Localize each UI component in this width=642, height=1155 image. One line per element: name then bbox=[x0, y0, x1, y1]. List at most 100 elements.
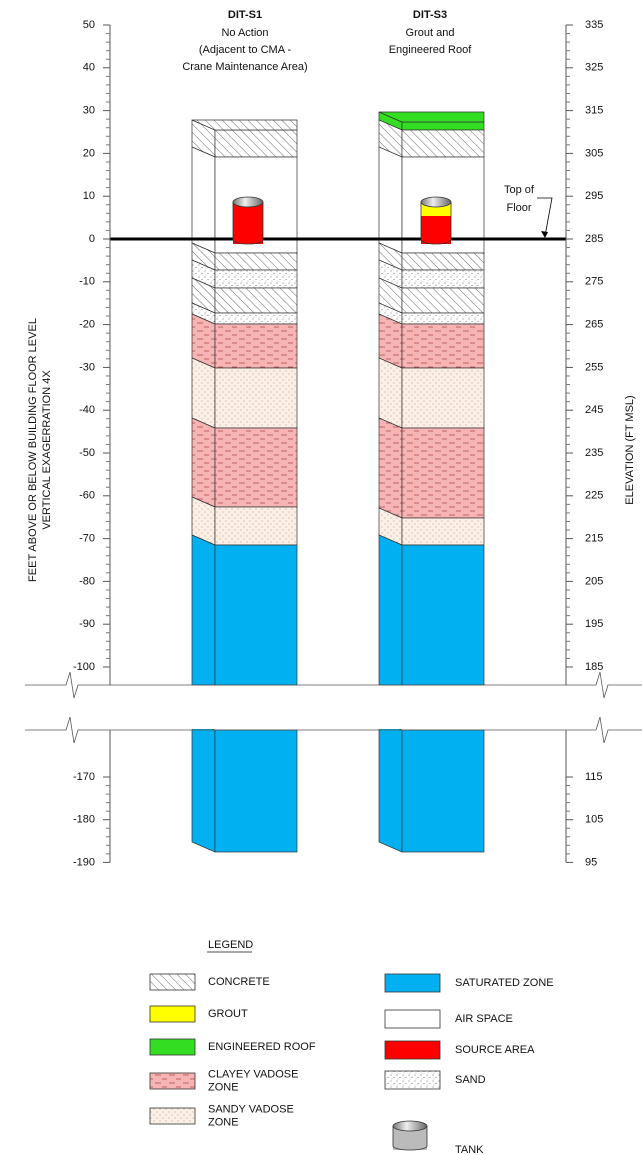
y-tick-label: -80 bbox=[79, 575, 95, 587]
layer bbox=[401, 312, 485, 325]
layer bbox=[401, 269, 485, 289]
y-tick-label: -50 bbox=[79, 447, 95, 459]
layer-side bbox=[191, 146, 216, 254]
legend-swatch bbox=[149, 1072, 196, 1090]
layer bbox=[401, 121, 485, 131]
legend: CONCRETE GROUT ENGINEERED ROOF CLAYEY VADOS… bbox=[149, 973, 554, 1155]
y-tick-label: -60 bbox=[79, 490, 95, 502]
legend-label: ZONE bbox=[208, 1116, 239, 1128]
legend-label: AIR SPACE bbox=[455, 1013, 513, 1025]
layer-side bbox=[378, 357, 403, 429]
column-desc: Crane Maintenance Area) bbox=[182, 61, 307, 73]
y-tick-label: 50 bbox=[83, 19, 95, 31]
legend-label: ENGINEERED ROOF bbox=[208, 1041, 316, 1053]
layer-side bbox=[191, 719, 216, 853]
layer bbox=[214, 427, 298, 508]
y2-tick-label: 205 bbox=[585, 575, 603, 587]
y2-tick-label: 255 bbox=[585, 361, 603, 373]
legend-label: ZONE bbox=[208, 1081, 239, 1093]
y-tick-label: 40 bbox=[83, 62, 95, 74]
layer-side bbox=[191, 357, 216, 429]
y2-tick-label: 305 bbox=[585, 147, 603, 159]
legend-swatch bbox=[384, 973, 441, 993]
legend-label: SOURCE AREA bbox=[455, 1044, 535, 1056]
layer bbox=[214, 323, 298, 369]
y-tick-label: -20 bbox=[79, 319, 95, 331]
layer bbox=[214, 729, 298, 853]
column-desc: (Adjacent to CMA - bbox=[199, 44, 292, 56]
layer-side bbox=[378, 534, 403, 686]
legend-label: CONCRETE bbox=[208, 976, 270, 988]
break bbox=[0, 671, 642, 744]
right-axis-title: ELEVATION (FT MSL) bbox=[624, 395, 636, 504]
layer-side bbox=[378, 719, 403, 853]
y2-tick-label: 245 bbox=[585, 404, 603, 416]
tank-body bbox=[233, 202, 263, 244]
y2-tick-label: 185 bbox=[585, 661, 603, 673]
legend-swatch bbox=[149, 973, 196, 991]
layer bbox=[214, 252, 298, 271]
legend-swatch bbox=[149, 1038, 196, 1056]
y2-tick-label: 265 bbox=[585, 319, 603, 331]
tank-top bbox=[420, 196, 452, 208]
y2-tick-label: 105 bbox=[585, 814, 603, 826]
layer bbox=[401, 287, 485, 314]
y-tick-label: 10 bbox=[83, 190, 95, 202]
y-tick-label: -190 bbox=[73, 856, 95, 868]
legend-label: CLAYEY VADOSE bbox=[208, 1068, 298, 1080]
axes: 50 335 40 325 30 315 20 305 10 295 0 285 -10 275 -20 26… bbox=[73, 19, 603, 868]
y2-tick-label: 315 bbox=[585, 105, 603, 117]
tank-body bbox=[421, 216, 451, 244]
legend-title: LEGEND bbox=[208, 939, 253, 951]
y2-tick-label: 325 bbox=[585, 62, 603, 74]
column-id: DIT-S3 bbox=[413, 9, 447, 21]
layer bbox=[401, 427, 485, 519]
layer-side bbox=[378, 146, 403, 254]
y-tick-label: 0 bbox=[89, 233, 95, 245]
legend-swatch bbox=[384, 1070, 441, 1090]
layer bbox=[214, 367, 298, 429]
legend-label: TANK bbox=[455, 1144, 484, 1155]
column-desc: Engineered Roof bbox=[389, 44, 473, 56]
y-tick-label: -170 bbox=[73, 771, 95, 783]
tank-top bbox=[392, 1120, 428, 1132]
layer bbox=[214, 287, 298, 314]
layer bbox=[401, 729, 485, 853]
layer-side bbox=[191, 417, 216, 508]
y2-tick-label: 275 bbox=[585, 276, 603, 288]
layer bbox=[401, 252, 485, 271]
layer bbox=[214, 129, 298, 158]
legend-swatch bbox=[384, 1040, 441, 1060]
legend-label: GROUT bbox=[208, 1008, 248, 1020]
column-desc: Grout and bbox=[406, 27, 455, 39]
tank-outline bbox=[392, 1126, 428, 1151]
column-desc: No Action bbox=[221, 27, 268, 39]
annotation-arrow bbox=[541, 231, 548, 238]
layer bbox=[214, 269, 298, 289]
legend-label: SAND bbox=[455, 1074, 486, 1086]
column-id: DIT-S1 bbox=[228, 9, 262, 21]
y2-tick-label: 285 bbox=[585, 233, 603, 245]
annotation: Floor bbox=[506, 202, 531, 214]
tank-outline bbox=[232, 202, 264, 245]
legend-label: SATURATED ZONE bbox=[455, 977, 554, 989]
legend-swatch bbox=[149, 1005, 196, 1023]
layer-side bbox=[378, 417, 403, 519]
y-tick-label: 30 bbox=[83, 105, 95, 117]
layer bbox=[214, 312, 298, 325]
tank-top bbox=[232, 196, 264, 208]
annotation-leader bbox=[537, 197, 553, 237]
y-tick-label: -30 bbox=[79, 361, 95, 373]
layer bbox=[214, 506, 298, 546]
y-tick-label: -100 bbox=[73, 661, 95, 673]
y2-tick-label: 225 bbox=[585, 490, 603, 502]
top-face bbox=[191, 119, 298, 131]
legend-swatch bbox=[149, 1107, 196, 1125]
layer bbox=[214, 544, 298, 686]
tanks bbox=[232, 196, 452, 245]
y-tick-label: -40 bbox=[79, 404, 95, 416]
annotation-bg bbox=[498, 180, 542, 218]
layer bbox=[401, 544, 485, 686]
layer bbox=[401, 323, 485, 369]
